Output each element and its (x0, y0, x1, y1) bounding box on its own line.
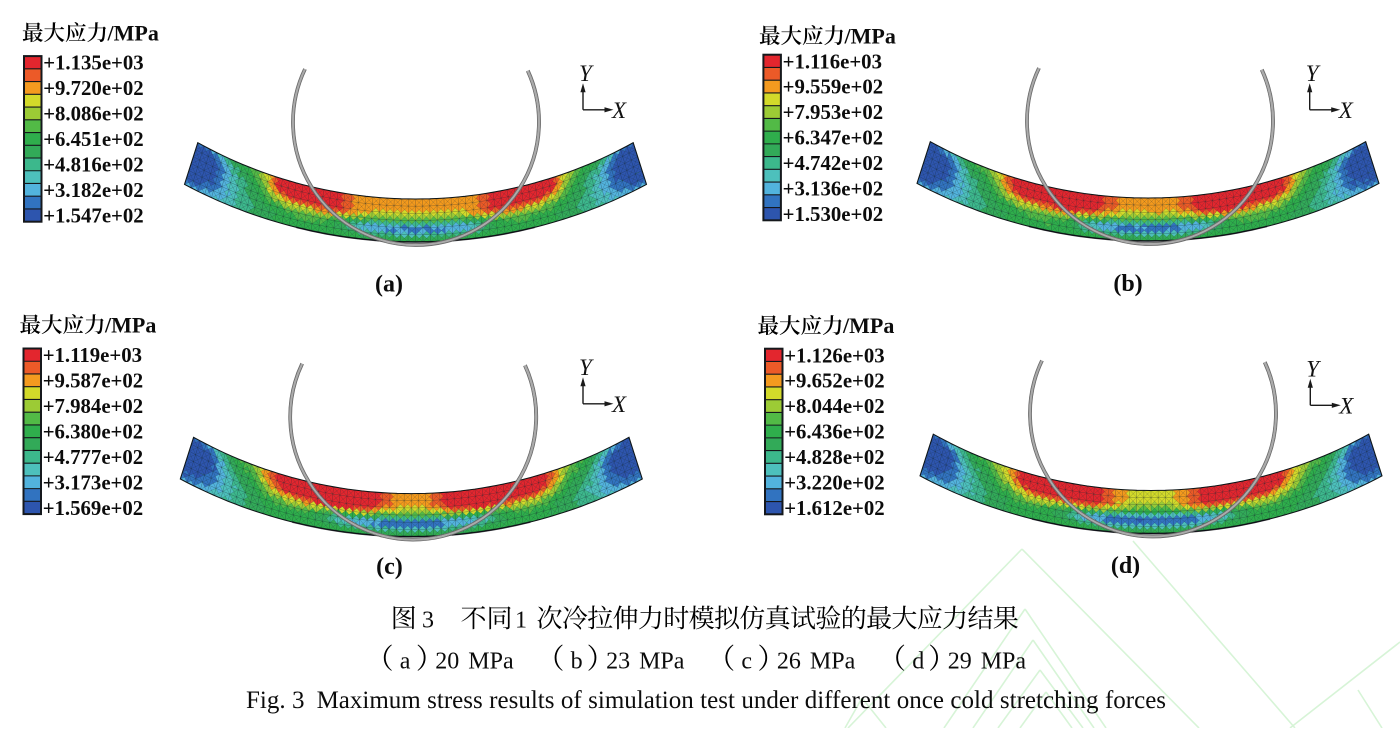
svg-text:+3.182e+02: +3.182e+02 (43, 179, 144, 202)
svg-text:+6.380e+02: +6.380e+02 (43, 421, 144, 444)
svg-text:+1.135e+03: +1.135e+03 (43, 52, 144, 75)
svg-text:+6.347e+02: +6.347e+02 (783, 127, 884, 150)
svg-text:1: 1 (515, 607, 527, 633)
svg-text:+1.119e+03: +1.119e+03 (43, 344, 142, 367)
svg-text:+7.953e+02: +7.953e+02 (783, 101, 884, 124)
svg-text:+3.173e+02: +3.173e+02 (43, 472, 144, 495)
svg-text:20: 20 (435, 648, 459, 674)
svg-text:+9.559e+02: +9.559e+02 (783, 76, 884, 99)
svg-text:d: d (912, 648, 924, 674)
svg-text:Y: Y (1306, 61, 1321, 86)
svg-text:b: b (571, 648, 583, 674)
svg-text:/MPa: /MPa (104, 312, 156, 337)
svg-text:+6.451e+02: +6.451e+02 (43, 128, 144, 151)
svg-text:23: 23 (606, 648, 630, 674)
svg-text:(d): (d) (1111, 553, 1140, 579)
svg-text:Y: Y (579, 355, 594, 380)
svg-text:29: 29 (948, 648, 972, 674)
svg-text:+1.126e+03: +1.126e+03 (784, 344, 885, 367)
svg-text:+3.220e+02: +3.220e+02 (784, 472, 885, 495)
svg-text:c: c (741, 648, 752, 674)
svg-text:+8.086e+02: +8.086e+02 (43, 103, 144, 126)
svg-text:X: X (611, 392, 627, 417)
svg-text:(c): (c) (376, 554, 403, 580)
svg-text:+9.652e+02: +9.652e+02 (784, 370, 885, 393)
svg-text:+1.569e+02: +1.569e+02 (43, 497, 144, 520)
svg-text:+3.136e+02: +3.136e+02 (783, 178, 884, 201)
svg-text:+1.530e+02: +1.530e+02 (783, 203, 884, 226)
svg-text:+9.587e+02: +9.587e+02 (43, 370, 144, 393)
svg-text:X: X (1338, 393, 1354, 418)
svg-text:+9.720e+02: +9.720e+02 (43, 77, 144, 100)
svg-text:+1.612e+02: +1.612e+02 (784, 497, 885, 520)
svg-text:+8.044e+02: +8.044e+02 (784, 395, 885, 418)
svg-text:+4.742e+02: +4.742e+02 (783, 152, 884, 175)
svg-text:(a): (a) (375, 272, 403, 298)
svg-text:+1.116e+03: +1.116e+03 (783, 50, 882, 73)
svg-text:/MPa: /MPa (842, 313, 894, 338)
svg-text:Y: Y (579, 61, 594, 86)
svg-text:MPa: MPa (639, 648, 685, 674)
svg-text:/MPa: /MPa (844, 23, 896, 48)
svg-text:X: X (611, 98, 627, 123)
svg-text:MPa: MPa (981, 648, 1027, 674)
svg-text:a: a (400, 648, 411, 674)
svg-text:X: X (1338, 98, 1354, 123)
svg-text:(b): (b) (1113, 271, 1142, 297)
svg-text:+6.436e+02: +6.436e+02 (784, 421, 885, 444)
svg-text:Y: Y (1306, 356, 1321, 381)
svg-text:+4.828e+02: +4.828e+02 (784, 446, 885, 469)
svg-text:26: 26 (777, 648, 801, 674)
svg-text:MPa: MPa (810, 648, 856, 674)
svg-text:MPa: MPa (468, 648, 514, 674)
svg-text:+4.816e+02: +4.816e+02 (43, 154, 144, 177)
svg-text:3: 3 (422, 607, 434, 633)
svg-text:+7.984e+02: +7.984e+02 (43, 395, 144, 418)
svg-text:+4.777e+02: +4.777e+02 (43, 446, 144, 469)
svg-text:/MPa: /MPa (107, 20, 159, 45)
svg-text:+1.547e+02: +1.547e+02 (43, 205, 144, 228)
